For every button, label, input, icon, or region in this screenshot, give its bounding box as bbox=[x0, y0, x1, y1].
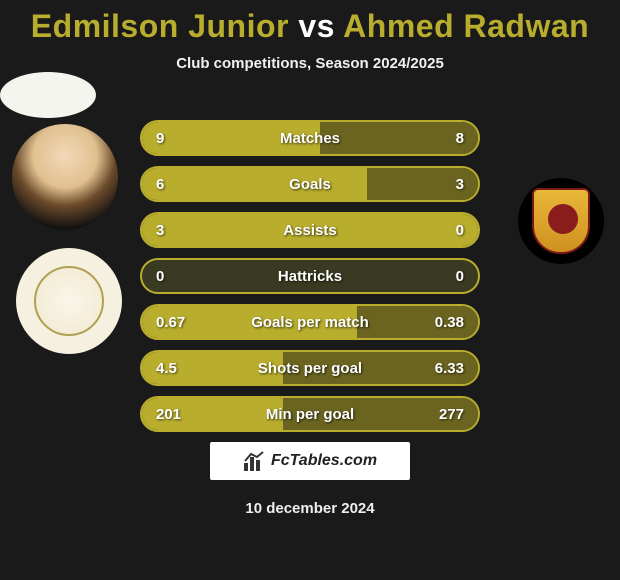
stat-row: 9Matches8 bbox=[140, 120, 480, 156]
stat-row: 0Hattricks0 bbox=[140, 258, 480, 294]
stat-value-right: 0 bbox=[456, 268, 464, 285]
stats-container: 9Matches86Goals33Assists00Hattricks00.67… bbox=[140, 120, 480, 432]
stat-value-right: 0 bbox=[456, 222, 464, 239]
stat-label: Hattricks bbox=[142, 268, 478, 285]
stat-row: 201Min per goal277 bbox=[140, 396, 480, 432]
stat-row: 6Goals3 bbox=[140, 166, 480, 202]
stat-row: 0.67Goals per match0.38 bbox=[140, 304, 480, 340]
stat-value-right: 8 bbox=[456, 130, 464, 147]
stat-label: Matches bbox=[142, 130, 478, 147]
stat-label: Goals per match bbox=[142, 314, 478, 331]
stat-label: Shots per goal bbox=[142, 360, 478, 377]
stat-value-right: 3 bbox=[456, 176, 464, 193]
stat-row: 3Assists0 bbox=[140, 212, 480, 248]
stat-label: Assists bbox=[142, 222, 478, 239]
player2-club-badge bbox=[518, 178, 604, 264]
player2-name: Ahmed Radwan bbox=[343, 8, 589, 44]
brand-badge: FcTables.com bbox=[210, 442, 410, 480]
comparison-title: Edmilson Junior vs Ahmed Radwan bbox=[0, 0, 620, 45]
player1-name: Edmilson Junior bbox=[31, 8, 289, 44]
date-text: 10 december 2024 bbox=[0, 500, 620, 517]
stat-label: Min per goal bbox=[142, 406, 478, 423]
vs-separator: vs bbox=[298, 8, 335, 44]
stat-value-right: 0.38 bbox=[435, 314, 464, 331]
stat-value-right: 6.33 bbox=[435, 360, 464, 377]
stat-row: 4.5Shots per goal6.33 bbox=[140, 350, 480, 386]
player1-avatar bbox=[12, 124, 118, 230]
player1-club-badge bbox=[16, 248, 122, 354]
brand-text: FcTables.com bbox=[271, 452, 377, 470]
stat-value-right: 277 bbox=[439, 406, 464, 423]
subtitle: Club competitions, Season 2024/2025 bbox=[0, 55, 620, 72]
brand-chart-icon bbox=[243, 451, 265, 471]
stat-label: Goals bbox=[142, 176, 478, 193]
player2-avatar bbox=[0, 72, 96, 118]
